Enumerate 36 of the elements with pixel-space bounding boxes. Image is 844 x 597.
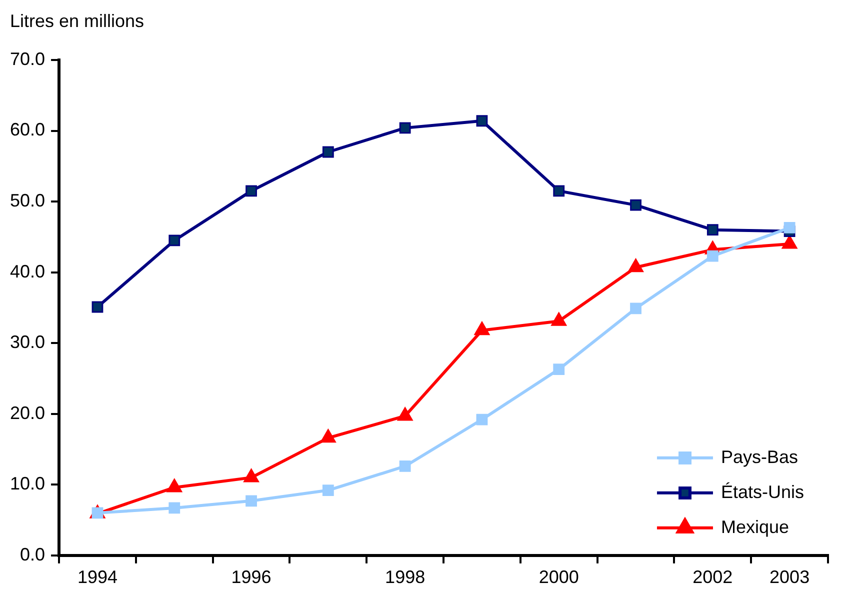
y-tick-label: 10.0 [10,474,46,494]
point [168,234,180,246]
point [553,185,565,197]
x-tick-label: 1994 [77,567,118,588]
point [322,146,334,158]
point [399,122,411,134]
point [630,302,642,314]
y-axis-title: Litres en millions [10,10,144,31]
point [168,502,180,514]
point [706,224,718,236]
x-tick-label: 2000 [538,567,579,588]
y-tick-label: 60.0 [10,120,46,140]
x-tick-label: 1996 [231,567,272,588]
legend-label: Mexique [720,516,790,537]
y-tick-label: 70.0 [10,48,46,69]
x-tick-label: 1998 [385,567,426,588]
y-tick-label: 50.0 [10,190,46,211]
legend-label: Pays-Bas [720,446,798,467]
point [630,199,642,211]
point [706,250,718,262]
y-tick-label: 20.0 [10,402,46,423]
point [92,301,104,313]
point [399,460,411,472]
point [784,222,796,234]
point [322,484,334,496]
point [246,495,257,507]
x-tick-label: 2002 [692,567,733,588]
y-tick-label: 30.0 [10,332,46,352]
legend-label: États-Unis [720,482,804,502]
x-tick-label: 2003 [770,567,810,588]
y-tick-label: 40.0 [10,261,46,282]
point [553,364,565,375]
y-tick-label: 0.0 [20,544,46,564]
point [476,414,488,426]
point [476,115,488,127]
point [246,185,257,197]
